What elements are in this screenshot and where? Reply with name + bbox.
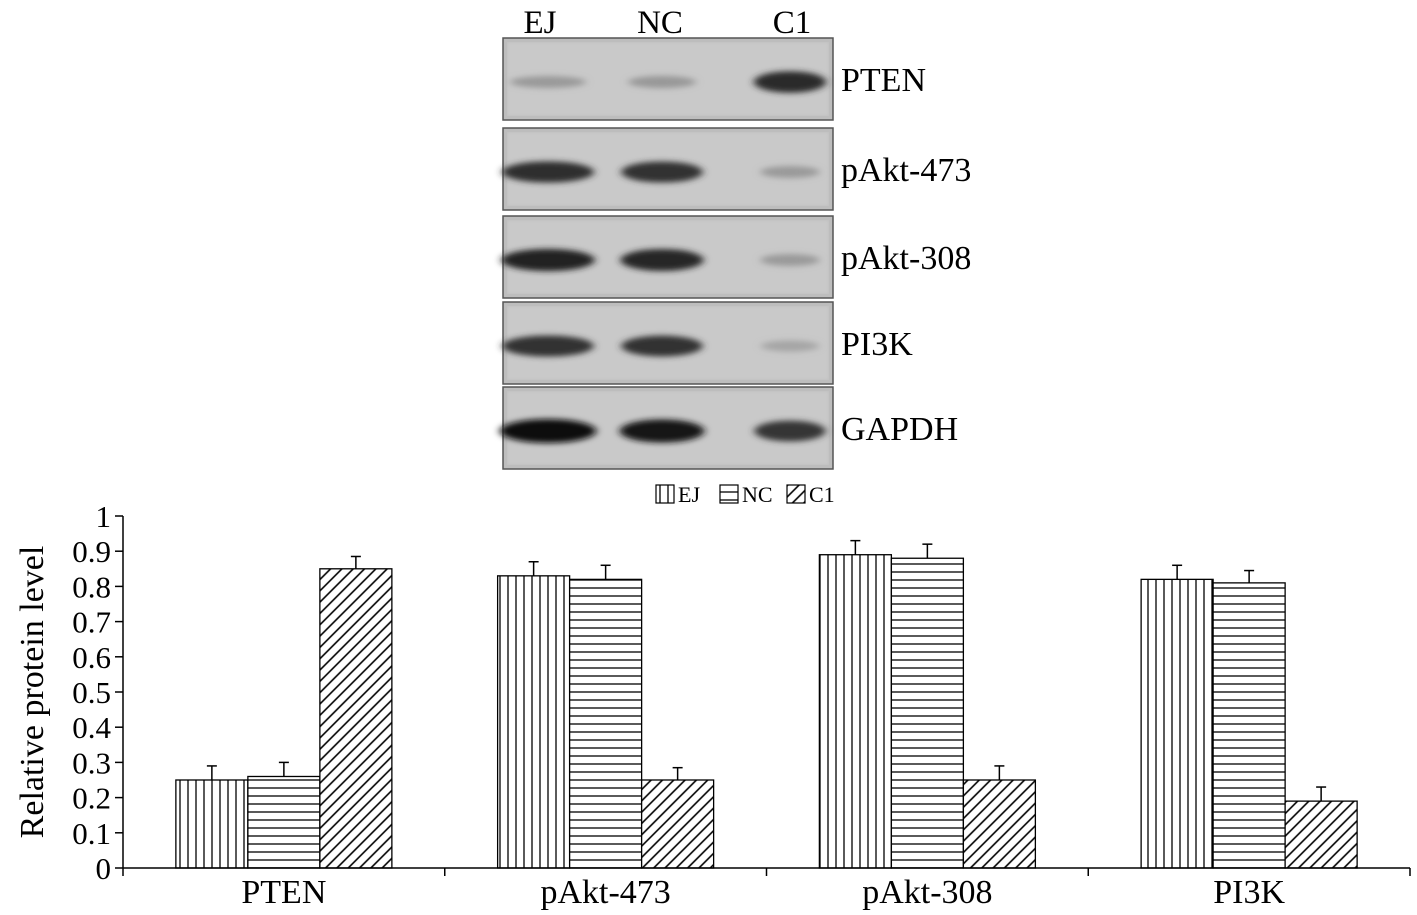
lane-label-ej: EJ bbox=[524, 5, 557, 41]
blot-band-pten-nc bbox=[628, 75, 696, 89]
y-tick-label: 0.6 bbox=[72, 640, 111, 675]
lane-label-nc: NC bbox=[637, 5, 683, 41]
blot-rows: PTEN pAkt-473 pAkt-308 PI3K GAPDH bbox=[499, 37, 971, 470]
blot-label-pakt-473: pAkt-473 bbox=[841, 152, 971, 189]
bar-pten-c1 bbox=[319, 568, 393, 869]
bar-pakt-308-ej bbox=[818, 554, 893, 869]
y-tick-label: 0.3 bbox=[72, 745, 111, 780]
x-axis: PTEN pAkt-473 pAkt-308 PI3K bbox=[122, 867, 1411, 911]
blot-label-gapdh: GAPDH bbox=[841, 411, 958, 448]
chart-legend: EJ NC C1 bbox=[655, 482, 835, 507]
blot-row-pi3k: PI3K bbox=[502, 301, 913, 385]
bar-pten-nc bbox=[247, 775, 321, 869]
blot-label-pi3k: PI3K bbox=[841, 326, 913, 363]
legend-swatch-ej bbox=[655, 484, 675, 504]
blot-row-gapdh: GAPDH bbox=[499, 386, 958, 470]
blot-band-pi3k-nc bbox=[621, 335, 703, 357]
blot-band-pakt-473-c1 bbox=[760, 166, 820, 178]
blot-label-pakt-308: pAkt-308 bbox=[841, 240, 971, 277]
x-tick-label-pakt-308: pAkt-308 bbox=[862, 874, 992, 911]
legend-label-ej: EJ bbox=[678, 482, 700, 507]
x-tick-label-pi3k: PI3K bbox=[1213, 874, 1285, 911]
bar-pakt-473-nc bbox=[568, 578, 643, 869]
bar-pten-ej bbox=[175, 779, 249, 869]
blot-band-pakt-308-c1 bbox=[760, 254, 820, 266]
blot-row-pakt-473: pAkt-473 bbox=[502, 127, 971, 211]
legend-item-ej: EJ bbox=[655, 482, 700, 507]
lane-label-c1: C1 bbox=[773, 5, 812, 41]
blot-row-pten: PTEN bbox=[502, 37, 926, 121]
legend-item-nc: NC bbox=[719, 482, 773, 507]
y-tick-label: 0.7 bbox=[72, 605, 111, 640]
blot-band-gapdh-c1 bbox=[754, 420, 826, 442]
bar-group-pi3k bbox=[1140, 564, 1358, 869]
y-tick-label: 0.4 bbox=[72, 710, 111, 745]
bar-pi3k-c1 bbox=[1284, 800, 1358, 869]
bar-group-pakt-308 bbox=[818, 539, 1037, 869]
blot-band-pakt-473-ej bbox=[502, 161, 594, 183]
y-axis: 00.10.20.30.40.50.60.70.80.91 bbox=[72, 499, 124, 886]
bar-pakt-473-ej bbox=[496, 575, 571, 869]
bar-pi3k-ej bbox=[1140, 578, 1214, 869]
legend-swatch-nc bbox=[719, 484, 739, 504]
legend-label-nc: NC bbox=[742, 482, 773, 507]
y-tick-label: 1 bbox=[96, 499, 112, 534]
blot-band-pakt-308-ej bbox=[501, 248, 595, 272]
blot-band-pakt-473-nc bbox=[621, 161, 703, 183]
y-tick-label: 0.9 bbox=[72, 534, 111, 569]
x-tick-label-pakt-473: pAkt-473 bbox=[540, 874, 670, 911]
bar-pakt-473-c1 bbox=[640, 779, 715, 869]
blot-band-pakt-308-nc bbox=[620, 248, 704, 272]
bar-pi3k-nc bbox=[1212, 582, 1286, 869]
y-tick-label: 0.5 bbox=[72, 675, 111, 710]
blot-label-pten: PTEN bbox=[841, 62, 926, 99]
bar-chart: 00.10.20.30.40.50.60.70.80.91 PTEN pAkt-4… bbox=[14, 499, 1411, 911]
y-tick-label: 0 bbox=[96, 851, 112, 886]
y-tick-label: 0.1 bbox=[72, 816, 111, 851]
y-tick-label: 0.8 bbox=[72, 569, 111, 604]
bar-pakt-308-c1 bbox=[962, 779, 1037, 869]
western-blot-panel: EJ NC C1 PTEN pAkt-473 pAkt-308 PI3K GAPDH bbox=[499, 5, 971, 470]
legend-swatch-c1 bbox=[786, 484, 806, 504]
blot-band-pten-c1 bbox=[753, 71, 827, 93]
bar-group-pten bbox=[175, 555, 393, 869]
blot-lane-labels: EJ NC C1 bbox=[524, 5, 812, 41]
legend-item-c1: C1 bbox=[786, 482, 835, 507]
bar-pakt-308-nc bbox=[890, 557, 965, 869]
bar-group-pakt-473 bbox=[496, 561, 715, 869]
blot-band-gapdh-ej bbox=[499, 419, 597, 443]
x-tick-label-pten: PTEN bbox=[241, 874, 326, 911]
blot-band-pi3k-ej bbox=[502, 335, 594, 357]
blot-band-pten-ej bbox=[510, 76, 586, 88]
bar-chart-bars bbox=[175, 539, 1358, 869]
blot-band-pi3k-c1 bbox=[760, 340, 820, 352]
blot-band-gapdh-nc bbox=[619, 419, 705, 443]
legend-label-c1: C1 bbox=[809, 482, 835, 507]
y-axis-label: Relative protein level bbox=[14, 546, 51, 839]
y-tick-label: 0.2 bbox=[72, 781, 111, 816]
blot-row-pakt-308: pAkt-308 bbox=[501, 215, 971, 299]
